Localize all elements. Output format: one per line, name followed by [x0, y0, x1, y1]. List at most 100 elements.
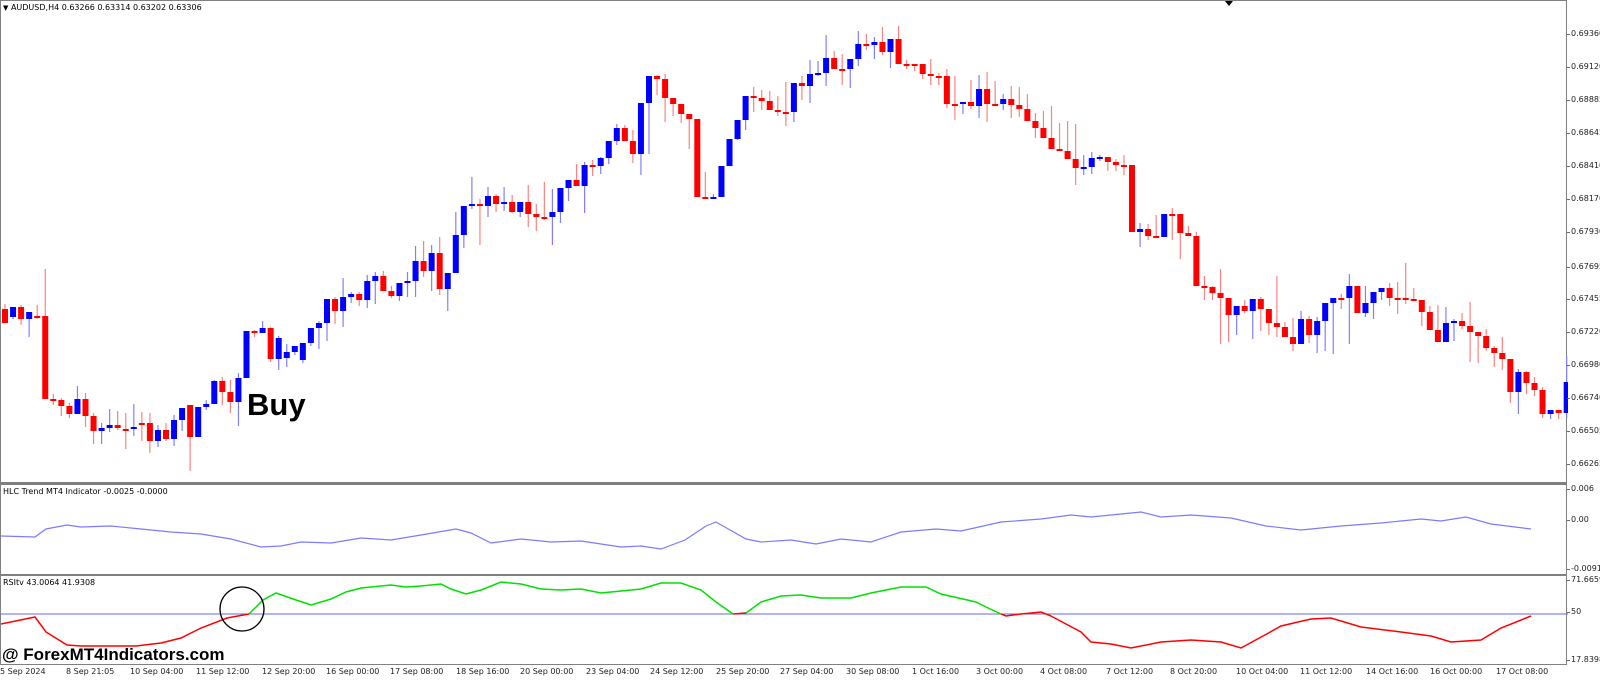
candle-body[interactable] — [718, 166, 725, 197]
candle-body[interactable] — [1112, 162, 1119, 165]
candle-body[interactable] — [1459, 321, 1466, 326]
candle-body[interactable] — [179, 408, 186, 420]
candle-body[interactable] — [742, 96, 749, 120]
candle-body[interactable] — [1185, 233, 1192, 236]
candle-body[interactable] — [815, 73, 822, 75]
candle-body[interactable] — [903, 64, 910, 66]
candle-body[interactable] — [831, 58, 838, 69]
candle-body[interactable] — [348, 294, 355, 297]
candle-body[interactable] — [195, 407, 202, 437]
candle-body[interactable] — [589, 165, 596, 167]
candle-body[interactable] — [1153, 236, 1160, 238]
candle-body[interactable] — [1547, 410, 1554, 414]
candle-body[interactable] — [356, 294, 363, 300]
candle-body[interactable] — [919, 64, 926, 74]
candle-body[interactable] — [935, 76, 942, 78]
candle-body[interactable] — [1555, 410, 1562, 413]
candle-body[interactable] — [1096, 157, 1103, 159]
candle-body[interactable] — [1563, 382, 1568, 413]
candle-body[interactable] — [629, 141, 636, 154]
candle-body[interactable] — [927, 74, 934, 76]
candle-body[interactable] — [460, 206, 467, 235]
candle-body[interactable] — [324, 299, 330, 323]
candle-body[interactable] — [798, 83, 805, 86]
candle-body[interactable] — [525, 202, 532, 214]
candle-body[interactable] — [758, 98, 765, 101]
candle-body[interactable] — [1451, 321, 1457, 323]
candle-body[interactable] — [1024, 109, 1031, 121]
candlestick-chart[interactable] — [1, 1, 1568, 484]
candle-body[interactable] — [1402, 298, 1409, 300]
candle-body[interactable] — [243, 331, 250, 378]
candle-body[interactable] — [1161, 214, 1168, 237]
candle-body[interactable] — [1193, 236, 1200, 286]
candle-body[interactable] — [171, 420, 178, 439]
candle-body[interactable] — [879, 42, 886, 52]
candle-body[interactable] — [863, 44, 870, 46]
candle-body[interactable] — [1201, 286, 1208, 288]
candle-body[interactable] — [726, 139, 733, 166]
candle-body[interactable] — [1322, 303, 1329, 321]
candle-body[interactable] — [26, 312, 33, 319]
candle-body[interactable] — [1080, 167, 1087, 169]
candle-body[interactable] — [1531, 383, 1538, 390]
candle-body[interactable] — [2, 309, 8, 323]
candle-body[interactable] — [613, 128, 620, 141]
candle-body[interactable] — [1056, 149, 1063, 151]
candle-body[interactable] — [1330, 298, 1337, 303]
candle-body[interactable] — [533, 214, 540, 217]
candle-body[interactable] — [943, 76, 950, 104]
candle-body[interactable] — [1306, 319, 1313, 335]
candle-body[interactable] — [1298, 319, 1305, 344]
candle-body[interactable] — [1491, 348, 1498, 353]
candle-body[interactable] — [807, 74, 813, 86]
candle-body[interactable] — [1338, 298, 1345, 300]
candle-body[interactable] — [90, 416, 97, 431]
price-chart-pane[interactable]: ▼ AUDUSD,H4 0.63266 0.63314 0.63202 0.63… — [0, 0, 1568, 484]
candle-body[interactable] — [1016, 105, 1023, 109]
candle-body[interactable] — [493, 196, 500, 204]
candle-body[interactable] — [1209, 287, 1216, 293]
candle-body[interactable] — [1048, 138, 1055, 149]
candle-body[interactable] — [1523, 372, 1530, 383]
candle-body[interactable] — [992, 104, 999, 106]
candle-body[interactable] — [1290, 337, 1296, 344]
candle-body[interactable] — [1040, 128, 1047, 138]
candle-body[interactable] — [549, 212, 556, 217]
candle-body[interactable] — [219, 381, 226, 392]
candle-body[interactable] — [895, 39, 902, 64]
rsitv-indicator-pane[interactable]: RSItv 43.0064 41.9308 — [0, 574, 1568, 665]
candle-body[interactable] — [138, 423, 145, 425]
candle-body[interactable] — [42, 316, 49, 399]
candle-body[interactable] — [750, 96, 757, 98]
candle-body[interactable] — [259, 328, 266, 333]
candle-body[interactable] — [436, 253, 443, 289]
candle-body[interactable] — [1354, 286, 1361, 313]
candle-body[interactable] — [18, 307, 25, 319]
candle-body[interactable] — [621, 128, 628, 141]
candle-body[interactable] — [1129, 165, 1135, 232]
candle-body[interactable] — [1169, 214, 1176, 216]
candle-body[interactable] — [1499, 353, 1506, 359]
candle-body[interactable] — [1104, 157, 1111, 162]
candle-body[interactable] — [646, 76, 652, 103]
candle-body[interactable] — [106, 425, 113, 428]
candle-body[interactable] — [146, 423, 153, 441]
candle-body[interactable] — [1072, 159, 1079, 168]
candle-body[interactable] — [476, 204, 483, 206]
candle-body[interactable] — [1475, 332, 1482, 336]
candle-body[interactable] — [839, 69, 846, 71]
candle-body[interactable] — [1241, 306, 1248, 311]
candle-body[interactable] — [154, 430, 161, 441]
candle-body[interactable] — [1346, 286, 1353, 298]
candle-body[interactable] — [332, 299, 339, 311]
candle-body[interactable] — [203, 404, 210, 407]
candle-body[interactable] — [662, 79, 669, 98]
candle-body[interactable] — [130, 427, 137, 429]
candle-body[interactable] — [823, 58, 830, 73]
candle-body[interactable] — [1483, 336, 1490, 348]
candle-body[interactable] — [557, 188, 564, 212]
candle-body[interactable] — [211, 381, 218, 404]
candle-body[interactable] — [887, 39, 894, 52]
candle-body[interactable] — [452, 235, 459, 273]
